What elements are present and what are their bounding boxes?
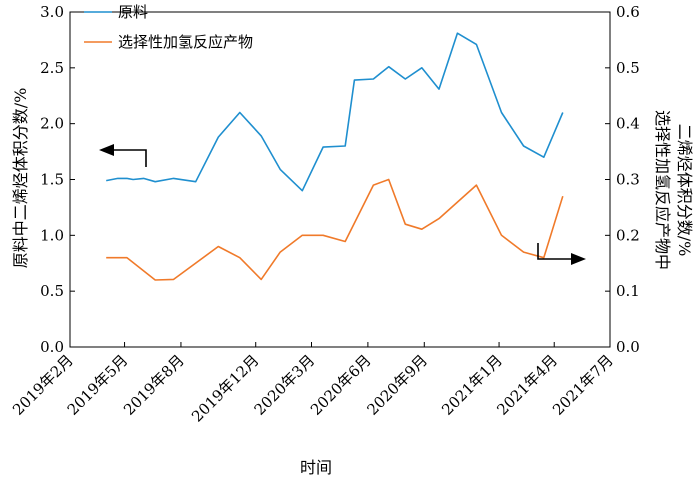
y-right-tick-label: 0.1 [616, 282, 640, 300]
arrow-left-head [99, 144, 114, 156]
arrow-left-axis [99, 144, 147, 167]
y-left-tick-label: 1.5 [40, 171, 64, 189]
y-right-tick-label: 0.6 [616, 3, 640, 21]
y-axis-right-title-line1: 选择性加氢反应产物中 [653, 110, 672, 270]
y-right-tick-label: 0.5 [616, 59, 640, 77]
x-tick-label: 2020年6月 [307, 351, 375, 419]
x-tick-label: 2019年8月 [120, 351, 188, 419]
x-tick-label: 2020年3月 [251, 351, 319, 419]
series-line-product [106, 178, 564, 281]
y-right-tick-label: 0.3 [616, 171, 640, 189]
y-left-tick-label: 3.0 [40, 3, 64, 21]
arrow-left-shaft [112, 149, 147, 167]
y-left-tick-label: 0.5 [40, 282, 64, 300]
x-tick-label: 2020年9月 [363, 351, 431, 419]
x-tick-label: 2019年12月 [188, 351, 262, 425]
legend-label: 选择性加氢反应产物 [118, 33, 253, 51]
y-left-tick-label: 2.0 [40, 115, 64, 133]
axes-layer: 0.0 0.5 1.0 1.5 2.0 2.5 3.0 0.0 0.1 0.2 0.3 0.4 0.5 0… [9, 3, 640, 426]
y-axis-left-title: 原料中二烯烃体积分数/% [11, 88, 30, 269]
y-left-tick-label: 0.0 [40, 338, 64, 356]
y-right-tick-label: 0.4 [616, 115, 640, 133]
legend-label: 原料 [118, 3, 148, 21]
y-axis-right-title-line2: 二烯烃体积分数/% [675, 124, 694, 257]
y-left-tick-label: 2.5 [40, 59, 64, 77]
arrow-right-shaft [537, 243, 572, 260]
series-layer [106, 32, 564, 281]
axis-direction-arrows [99, 144, 586, 265]
x-tick-label: 2021年7月 [549, 351, 617, 419]
arrow-right-head [571, 253, 586, 265]
x-axis-title: 时间 [300, 458, 332, 477]
arrow-right-axis [537, 243, 586, 265]
y-right-tick-label: 0.0 [616, 338, 640, 356]
y-right-tick-label: 0.2 [616, 226, 640, 244]
y-left-tick-label: 1.0 [40, 226, 64, 244]
series-line-feed [106, 32, 564, 192]
plot-frame [69, 11, 611, 348]
